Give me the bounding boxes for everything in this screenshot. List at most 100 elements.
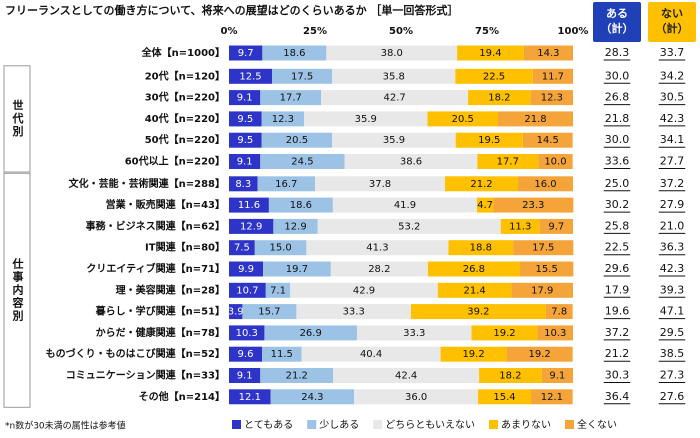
bar-segment: [427, 261, 521, 277]
bar-segment: [272, 68, 333, 84]
category-label: 営業・販売関連【n=43】: [106, 198, 225, 211]
category-label: 理・美容関連【n=28】: [116, 283, 225, 296]
bar-segment: [270, 389, 355, 405]
bar-segment: [468, 90, 531, 106]
value-label: 7.8: [551, 307, 567, 318]
value-label: 14.3: [537, 48, 559, 59]
value-label: 42.7: [384, 93, 406, 104]
sum-value: 21.8: [605, 112, 630, 125]
value-label: 26.9: [300, 328, 322, 339]
legend-label: あまりない: [501, 419, 551, 431]
value-label: 19.4: [479, 48, 501, 59]
bar-segment: [257, 176, 315, 192]
bar-segment: [506, 346, 573, 362]
sum-value: 17.9: [605, 283, 630, 296]
bar-segment: [260, 90, 322, 106]
sum-value: 21.2: [605, 347, 630, 360]
value-label: 19.2: [493, 328, 515, 339]
legend-swatch: [565, 420, 575, 429]
value-label: 19.2: [462, 349, 484, 360]
value-label: 18.6: [283, 48, 305, 59]
bar-segment: [427, 111, 499, 127]
bar-segment: [477, 154, 539, 169]
sum-value: 29.6: [605, 262, 630, 275]
value-label: 15.7: [258, 307, 280, 318]
bar-segment: [513, 240, 574, 256]
sum-value: 25.8: [605, 219, 630, 232]
value-label: 10.0: [544, 157, 566, 168]
value-label: 16.7: [275, 179, 297, 190]
bar-segment: [471, 325, 538, 341]
bar-segment: [437, 282, 512, 298]
bar-segment: [265, 282, 291, 298]
sum-value: 29.5: [660, 326, 685, 339]
legend-label: 全くない: [577, 418, 617, 431]
value-label: 12.3: [541, 93, 563, 104]
value-label: 12.5: [239, 71, 261, 82]
value-label: 19.2: [528, 349, 550, 360]
value-label: 9.7: [548, 221, 564, 232]
bar-segment: [356, 325, 472, 341]
bar-segment: [410, 304, 546, 320]
bar-segment: [478, 389, 532, 405]
bar-segment: [538, 154, 573, 169]
value-label: 26.8: [463, 264, 485, 275]
value-label: 17.7: [280, 93, 302, 104]
bar-segment: [332, 68, 456, 84]
value-label: 17.5: [291, 71, 313, 82]
value-label: 9.6: [238, 349, 254, 360]
category-label: コミュニケーション関連【n=33】: [66, 369, 225, 382]
x-tick-label: 25%: [303, 26, 327, 37]
legend-swatch: [232, 420, 241, 429]
value-label: 17.7: [497, 157, 519, 168]
bar-segment: [448, 240, 514, 256]
category-label: クリエイティブ関連【n=71】: [86, 262, 225, 275]
bar-segment: [317, 218, 501, 234]
x-tick-label: 75%: [475, 26, 499, 37]
sum-value: 27.9: [660, 198, 685, 211]
value-label: 12.9: [284, 221, 306, 232]
bar-segment: [520, 261, 574, 277]
value-label: 7.5: [234, 243, 250, 254]
value-label: 12.3: [272, 114, 294, 125]
value-label: 9.1: [549, 371, 565, 382]
chart-title: フリーランスとしての働き方について、将来への展望はどのくらいあるか ［単一回答形…: [5, 3, 458, 17]
category-label: 60代以上【n=220】: [125, 155, 225, 168]
value-label: 33.3: [343, 307, 365, 318]
legend-label: どちらともいえない: [385, 419, 475, 431]
legend-label: 少しある: [319, 419, 359, 431]
sum-value: 30.3: [605, 369, 630, 382]
value-label: 11.5: [271, 349, 293, 360]
legend-label: とてもある: [244, 419, 293, 431]
sum-value: 42.3: [660, 112, 685, 125]
sum-header: （計）: [656, 21, 689, 35]
value-label: 21.2: [286, 371, 308, 382]
category-label: 文化・芸能・芸術関連【n=288】: [69, 177, 225, 190]
bar-segment: [296, 304, 411, 320]
value-label: 15.4: [493, 392, 515, 403]
sum-value: 27.6: [660, 390, 685, 403]
sum-value: 47.1: [660, 305, 685, 318]
bar-segment: [333, 368, 480, 383]
value-label: 41.3: [366, 243, 388, 254]
bar-segment: [532, 68, 573, 84]
value-label: 35.8: [383, 71, 405, 82]
bar-segment: [455, 132, 523, 148]
category-label: 40代【n=220】: [145, 112, 225, 125]
group-box: [3, 65, 31, 173]
value-label: 33.3: [403, 328, 425, 339]
value-label: 15.0: [269, 243, 291, 254]
bar-segment: [261, 132, 333, 148]
category-label: IT関連【n=80】: [145, 241, 225, 254]
sum-value: 28.3: [605, 46, 630, 59]
value-label: 10.7: [236, 285, 258, 296]
value-label: 18.8: [470, 243, 492, 254]
bar-segment: [290, 282, 438, 298]
value-label: 35.9: [355, 114, 377, 125]
sum-value: 34.2: [660, 69, 685, 82]
value-label: 28.2: [368, 264, 390, 275]
value-label: 16.0: [534, 179, 556, 190]
legend-swatch: [307, 420, 317, 429]
